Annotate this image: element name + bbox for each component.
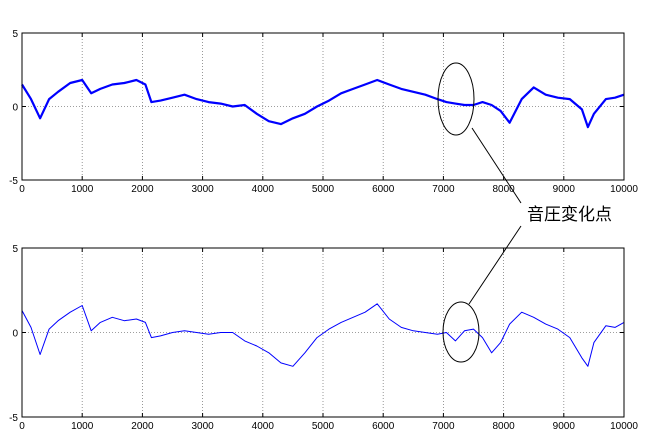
top-x-tick-label: 10000 xyxy=(610,184,638,195)
annotation-group: 音圧変化点 xyxy=(437,62,612,363)
leader-line-bottom xyxy=(468,225,522,305)
top-x-tick-label: 0 xyxy=(19,184,25,195)
bottom-y-tick-label: -5 xyxy=(9,413,18,424)
top-series-line-0 xyxy=(21,78,625,129)
top-y-tick-label: 5 xyxy=(12,29,18,40)
bottom-highlight-ellipse xyxy=(442,301,480,363)
bottom-x-tick-label: 5000 xyxy=(312,421,335,432)
bottom-y-tick-label: 0 xyxy=(12,329,18,340)
annotation-label: 音圧変化点 xyxy=(527,205,612,225)
leader-line-top xyxy=(471,127,522,204)
top-x-tick-label: 4000 xyxy=(252,184,275,195)
bottom-x-tick-label: 0 xyxy=(19,421,25,432)
bottom-waveform-plot: 0 1000 2000 3000 4000 5000 6000 7000 8000 9000 100… xyxy=(9,244,638,432)
bottom-x-tick-label: 8000 xyxy=(492,421,515,432)
bottom-x-tick-label: 3000 xyxy=(191,421,214,432)
bottom-series-line-0 xyxy=(21,303,625,367)
top-y-tick-label: 0 xyxy=(12,103,18,114)
bottom-x-tick-label: 10000 xyxy=(610,421,638,432)
top-x-tick-label: 1000 xyxy=(71,184,94,195)
top-x-tick-label: 3000 xyxy=(191,184,214,195)
top-waveform-plot: 0 1000 2000 3000 4000 5000 6000 7000 8000 9000 100… xyxy=(9,29,638,195)
bottom-y-tick-label: 5 xyxy=(12,244,18,255)
bottom-x-tick-label: 2000 xyxy=(131,421,154,432)
bottom-x-tick-label: 1000 xyxy=(71,421,94,432)
top-x-tick-label: 9000 xyxy=(553,184,576,195)
top-x-tick-label: 2000 xyxy=(131,184,154,195)
top-x-tick-label: 6000 xyxy=(372,184,395,195)
bottom-x-tick-label: 6000 xyxy=(372,421,395,432)
top-x-tick-label: 5000 xyxy=(312,184,335,195)
bottom-x-tick-label: 4000 xyxy=(252,421,275,432)
top-y-tick-label: -5 xyxy=(9,176,18,187)
bottom-x-tick-label: 9000 xyxy=(553,421,576,432)
top-x-tick-label: 7000 xyxy=(432,184,455,195)
bottom-x-tick-label: 7000 xyxy=(432,421,455,432)
top-x-tick-label: 8000 xyxy=(492,184,515,195)
top-highlight-ellipse xyxy=(437,62,475,136)
